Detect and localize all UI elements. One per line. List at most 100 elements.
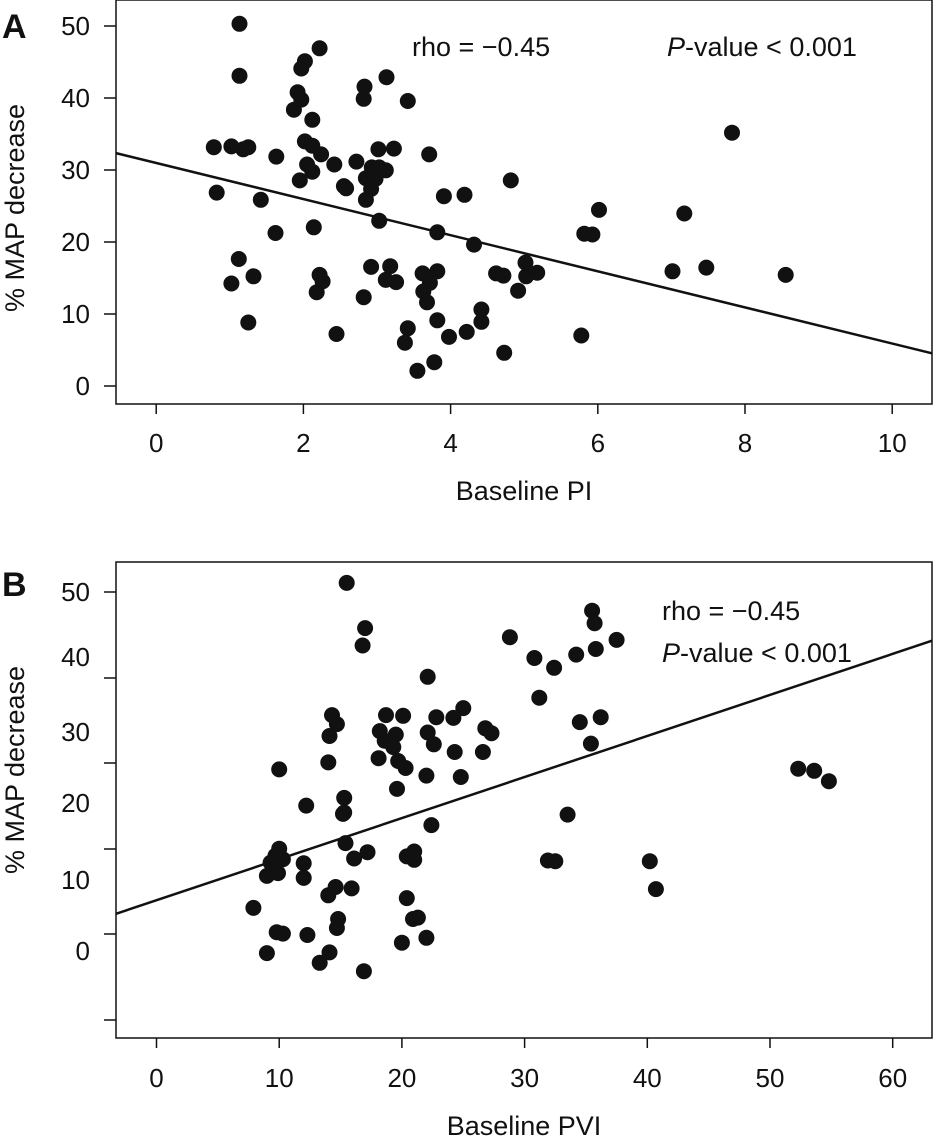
panel-b-data-point: [338, 574, 355, 591]
panel-b-x-tick-label-60: 60: [878, 1063, 907, 1093]
panel-a-data-point: [268, 148, 285, 165]
panel-a-data-point: [421, 146, 438, 163]
panel-b-data-point: [298, 797, 315, 814]
panel-b-data-point: [419, 724, 436, 741]
panel-a-data-point: [496, 344, 513, 361]
panel-b-letter: B: [2, 566, 27, 604]
panel-a-data-point: [385, 140, 402, 157]
panel-a-data-point: [230, 251, 247, 267]
panel-b-data-point: [418, 929, 435, 946]
panel-b-data-point: [357, 620, 374, 637]
panel-a-data-point: [573, 327, 590, 344]
panel-b-data-point: [346, 850, 363, 867]
panel-a-data-point: [435, 188, 452, 205]
panel-b-data-point: [355, 963, 372, 980]
panel-a-data-point: [399, 93, 416, 109]
panel-b-data-point: [274, 925, 291, 942]
panel-b-data-point: [568, 646, 585, 663]
panel-a-data-point: [205, 139, 222, 156]
panel-b-data-point: [393, 934, 410, 951]
panel-b-data-point: [526, 650, 543, 666]
panel-a-data-point: [584, 226, 601, 243]
panel-b-data-point: [418, 767, 435, 784]
panel-b-data-point: [428, 709, 445, 726]
panel-b-y-tick-label-20: 20: [61, 788, 90, 818]
panel-b-data-point: [419, 668, 436, 685]
panel-a-x-tick-label-4: 4: [443, 428, 457, 458]
panel-a-y-axis: 0 10 20 30 40 50: [61, 11, 116, 401]
panel-b-data-point: [790, 760, 807, 777]
panel-a-p-italic: P: [667, 32, 685, 62]
panel-a-data-point: [304, 163, 321, 180]
panel-a-x-tick-label-6: 6: [591, 428, 605, 458]
panel-a-data-point: [252, 191, 269, 208]
panel-a-data-point: [267, 225, 284, 241]
panel-b-data-point: [584, 602, 601, 619]
panel-b-data-point: [321, 944, 338, 961]
panel-a-y-tick-label-40: 40: [61, 83, 90, 113]
panel-a-data-point: [676, 205, 693, 222]
panel-b-data-point: [559, 806, 576, 823]
panel-b-data-point: [452, 769, 469, 785]
panel-b-data-point: [258, 945, 275, 962]
panel-b-p-value-annotation: P-value < 0.001: [662, 638, 852, 668]
panel-b-y-tick-label-10: 10: [61, 865, 90, 895]
panel-b-data-point: [328, 920, 345, 936]
panel-a-data-point: [240, 139, 257, 156]
panel-a-data-point: [355, 90, 372, 107]
panel-a-y-tick-label-0: 0: [76, 371, 90, 401]
panel-b-data-point: [474, 744, 491, 760]
panel-a-data-point: [311, 40, 328, 57]
panel-a-data-point: [388, 274, 405, 291]
panel-a-rho-annotation: rho = −0.45: [412, 32, 550, 62]
panel-b-data-point: [397, 760, 414, 776]
panel-a-data-point: [456, 186, 473, 203]
panel-b-data-point: [299, 927, 316, 943]
panel-a-data-point: [409, 362, 426, 379]
panel-b-data-point: [311, 954, 328, 971]
panel-b-data-point: [258, 867, 275, 884]
panel-a-data-point: [399, 320, 416, 337]
panel-b-data-point: [409, 909, 426, 926]
panel-a-data-point: [370, 141, 387, 158]
panel-a-y-tick-label-20: 20: [61, 227, 90, 257]
panel-b-y-axis-label: % MAP decrease: [0, 666, 30, 874]
panel-a-x-tick-label-8: 8: [738, 428, 752, 458]
panel-b-data-point: [586, 615, 603, 632]
panel-a: A 0 2 4 6 8 10 0 10: [0, 0, 933, 506]
panel-b-data-point: [546, 659, 563, 676]
panel-a-data-point: [313, 146, 330, 163]
panel-b-x-tick-label-50: 50: [756, 1063, 785, 1093]
panel-b-x-tick-label-40: 40: [633, 1063, 662, 1093]
panel-b-data-point: [806, 762, 823, 779]
panel-a-data-point: [441, 328, 457, 345]
panel-b-data-point: [571, 714, 588, 731]
panel-a-data-point: [305, 219, 322, 236]
panel-b-data-point: [547, 853, 564, 870]
panel-b-data-point: [483, 725, 500, 742]
panel-a-y-tick-label-30: 30: [61, 155, 90, 185]
panel-a-data-point: [308, 284, 325, 301]
panel-b-data-point: [335, 805, 351, 822]
panel-b-data-point: [354, 637, 371, 654]
panel-a-x-tick-label-10: 10: [878, 428, 907, 458]
panel-a-data-point: [429, 263, 446, 280]
panel-b-data-point: [336, 789, 353, 806]
panel-b-y-tick-label-0: 0: [76, 936, 90, 966]
panel-a-data-point: [724, 124, 740, 141]
panel-a-data-point: [517, 254, 534, 271]
panel-a-data-point: [245, 268, 262, 285]
panel-b-data-point: [501, 629, 518, 646]
panel-a-data-point: [355, 289, 372, 306]
panel-a-data-point: [591, 201, 607, 218]
panel-b-data-point: [445, 709, 462, 726]
panel-a-plot-frame: [115, 0, 933, 405]
panel-a-x-axis: 0 2 4 6 8 10: [149, 404, 907, 458]
panel-b-data-point: [406, 851, 423, 868]
panel-b-data-point: [295, 869, 312, 886]
panel-b-y-tick-label-40: 40: [61, 642, 90, 672]
panel-b-x-tick-label-30: 30: [510, 1063, 539, 1093]
panel-b-regression-line: [115, 639, 933, 915]
panel-b-data-point: [582, 735, 599, 752]
panel-a-regression-line: [115, 151, 933, 355]
